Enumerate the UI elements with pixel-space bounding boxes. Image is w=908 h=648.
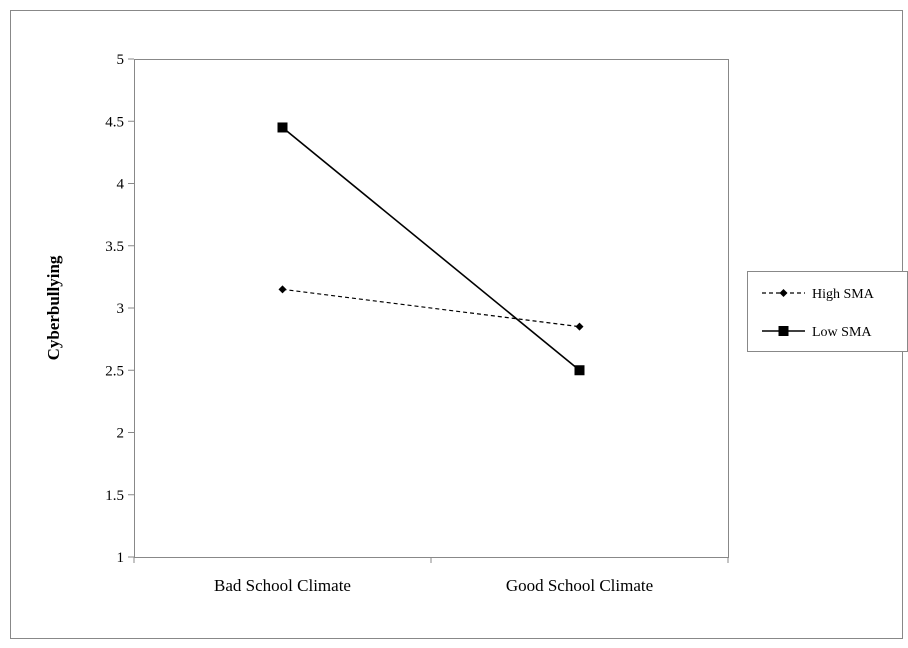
y-tick-label: 1.5	[105, 488, 124, 504]
high-sma-point	[575, 322, 584, 331]
y-tick-label: 2.5	[105, 363, 124, 379]
y-tick-label: 4.5	[105, 114, 124, 130]
y-tick-label: 3.5	[105, 239, 124, 255]
y-tick-label: 3	[117, 301, 125, 317]
series-layer	[277, 122, 585, 376]
y-tick-label: 1	[117, 550, 125, 566]
y-tick-label: 2	[117, 426, 125, 442]
legend-label: Low SMA	[812, 325, 872, 340]
low-sma-legend-marker	[778, 326, 789, 336]
x-axis: Bad School Climate Good School Climate	[133, 557, 729, 595]
legend-box	[747, 271, 908, 352]
high-sma-point	[278, 285, 287, 294]
legend: High SMA Low SMA	[747, 271, 908, 352]
y-axis: 1 1.5 2 2.5 3 3.5 4 4.5 5	[105, 52, 134, 566]
y-axis-title: Cyberbullying	[44, 255, 63, 360]
y-tick-label: 5	[117, 52, 125, 68]
high-sma-legend-marker	[779, 289, 788, 297]
high-sma-series-line	[282, 288, 580, 328]
low-sma-series-line	[281, 126, 581, 371]
x-tick-label: Bad School Climate	[214, 576, 351, 595]
low-sma-point	[574, 365, 585, 376]
x-tick-label: Good School Climate	[506, 576, 653, 595]
legend-label: High SMA	[812, 287, 875, 302]
y-tick-label: 4	[117, 177, 125, 193]
low-sma-point	[277, 122, 288, 133]
